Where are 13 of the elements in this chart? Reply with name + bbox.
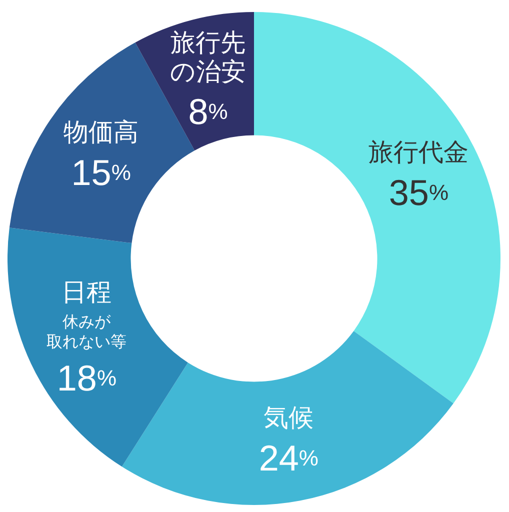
data-label: 18%	[56, 357, 117, 398]
annotation: 休みが	[62, 314, 111, 332]
category-label: 物価高	[64, 118, 139, 147]
category-label: 気候	[264, 404, 314, 432]
category-label: の治安	[170, 58, 246, 86]
category-label: 旅行代金	[368, 138, 469, 167]
data-label: 24%	[258, 436, 318, 478]
data-label: 8%	[188, 90, 228, 132]
data-label: 15%	[71, 151, 131, 192]
category-label: 旅行先	[170, 29, 246, 58]
annotation: 取れない等	[46, 334, 127, 352]
category-label: 日程	[62, 278, 112, 306]
data-label: 35%	[388, 171, 449, 212]
